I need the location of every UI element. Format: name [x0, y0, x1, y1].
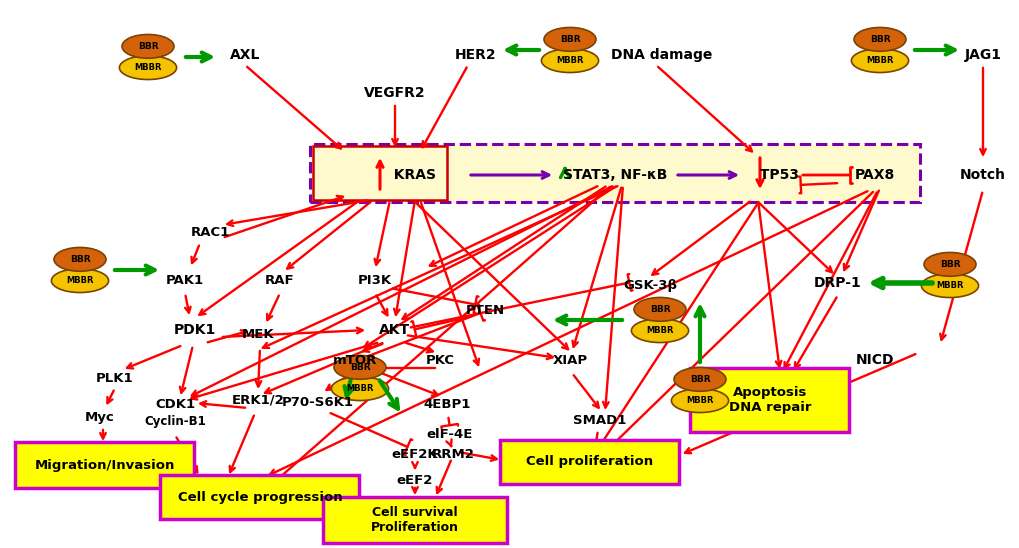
Text: Myc: Myc	[85, 412, 115, 425]
Text: BBR: BBR	[138, 42, 158, 51]
Ellipse shape	[54, 248, 106, 271]
Text: DNA damage: DNA damage	[610, 48, 712, 62]
Text: AKT: AKT	[379, 323, 411, 337]
Text: MBBR: MBBR	[345, 384, 373, 393]
Text: PI3K: PI3K	[358, 273, 391, 287]
Ellipse shape	[920, 274, 977, 298]
Text: HER2: HER2	[454, 48, 496, 62]
Ellipse shape	[333, 356, 385, 379]
Text: elF-4E: elF-4E	[426, 429, 473, 442]
Text: PDK1: PDK1	[173, 323, 216, 337]
Ellipse shape	[853, 27, 905, 52]
Ellipse shape	[631, 319, 688, 342]
FancyBboxPatch shape	[15, 442, 195, 488]
FancyBboxPatch shape	[313, 146, 446, 200]
Text: XIAP: XIAP	[552, 353, 587, 367]
Text: Cell survival
Proliferation: Cell survival Proliferation	[371, 506, 459, 534]
Text: MBBR: MBBR	[66, 276, 94, 285]
Text: BBR: BBR	[350, 363, 370, 372]
Text: VEGFR2: VEGFR2	[364, 86, 425, 100]
Text: Apoptosis
DNA repair: Apoptosis DNA repair	[728, 386, 810, 414]
Ellipse shape	[674, 368, 726, 391]
Text: PKC: PKC	[425, 353, 454, 367]
Text: ERK1/2: ERK1/2	[231, 393, 284, 407]
Ellipse shape	[634, 298, 686, 321]
Text: eEF2: eEF2	[396, 473, 433, 487]
Text: NICD: NICD	[855, 353, 894, 367]
Text: TP53: TP53	[750, 168, 799, 182]
Text: P70-S6K1: P70-S6K1	[281, 396, 354, 408]
Text: AXL: AXL	[229, 48, 260, 62]
Text: RRM2: RRM2	[431, 448, 474, 461]
Text: DRP-1: DRP-1	[813, 276, 861, 290]
Text: BBR: BBR	[869, 35, 890, 44]
Ellipse shape	[851, 49, 908, 72]
Ellipse shape	[671, 389, 728, 413]
Text: STAT3, NF-κB: STAT3, NF-κB	[562, 168, 666, 182]
Text: CDK1: CDK1	[155, 398, 195, 412]
Text: 4EBP1: 4EBP1	[423, 398, 470, 412]
FancyBboxPatch shape	[323, 497, 506, 543]
Text: BBR: BBR	[69, 255, 91, 264]
Text: PTEN: PTEN	[465, 304, 504, 317]
Ellipse shape	[543, 27, 595, 52]
Text: KRAS: KRAS	[383, 168, 435, 182]
Ellipse shape	[541, 49, 598, 72]
Text: Notch: Notch	[959, 168, 1005, 182]
Text: JAG1: JAG1	[964, 48, 1001, 62]
Text: PAK1: PAK1	[166, 273, 204, 287]
Text: Cyclin-B1: Cyclin-B1	[144, 415, 206, 429]
Text: MBBR: MBBR	[555, 56, 583, 65]
Text: Cell proliferation: Cell proliferation	[526, 455, 653, 469]
Ellipse shape	[122, 35, 174, 58]
Text: PAX8: PAX8	[854, 168, 895, 182]
Text: MBBR: MBBR	[686, 396, 713, 405]
Text: mTOR: mTOR	[332, 353, 377, 367]
Text: eEF2K: eEF2K	[391, 448, 438, 461]
Text: RAC1: RAC1	[191, 226, 229, 239]
FancyBboxPatch shape	[310, 144, 919, 202]
Text: PLK1: PLK1	[96, 372, 133, 385]
Text: MBBR: MBBR	[935, 281, 963, 290]
Text: BBR: BBR	[649, 305, 669, 314]
Text: RAF: RAF	[265, 273, 294, 287]
Text: MBBR: MBBR	[135, 63, 162, 72]
FancyBboxPatch shape	[160, 475, 359, 519]
Ellipse shape	[51, 269, 108, 293]
Text: Cell cycle progression: Cell cycle progression	[177, 490, 342, 504]
Text: BBR: BBR	[559, 35, 580, 44]
Text: SMAD1: SMAD1	[573, 414, 626, 426]
FancyBboxPatch shape	[500, 440, 679, 484]
Text: BBR: BBR	[689, 375, 709, 384]
Text: Migration/Invasion: Migration/Invasion	[35, 459, 175, 471]
Ellipse shape	[331, 376, 388, 401]
Text: MBBR: MBBR	[646, 326, 674, 335]
Text: MBBR: MBBR	[865, 56, 893, 65]
Text: BBR: BBR	[938, 260, 959, 269]
Ellipse shape	[119, 56, 176, 79]
Text: GSK-3β: GSK-3β	[623, 278, 677, 292]
Ellipse shape	[923, 253, 975, 276]
Text: MEK: MEK	[242, 328, 274, 341]
FancyBboxPatch shape	[690, 368, 849, 432]
